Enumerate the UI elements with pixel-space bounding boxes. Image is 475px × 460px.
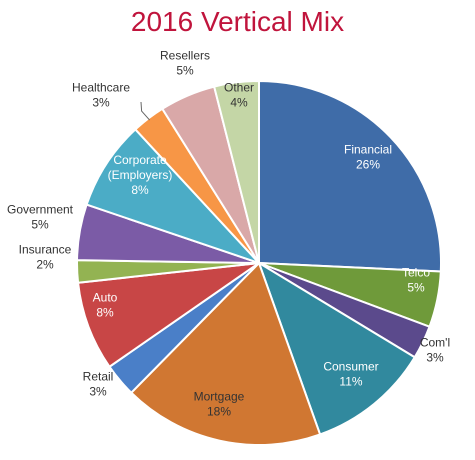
slice-value-resellers: 5% — [176, 64, 194, 78]
slice-label-financial: Financial — [344, 143, 392, 157]
pie-slice-corporate-employers — [85, 127, 260, 264]
slice-value-telco: 5% — [407, 281, 425, 295]
slice-label-auto: Auto — [93, 291, 118, 305]
slice-label-healthcare: Healthcare — [72, 81, 130, 95]
slice-value-corporate-employers: 8% — [131, 183, 149, 197]
slice-label-mortgage: Mortgage — [194, 390, 245, 404]
pie-slice-financial — [258, 79, 442, 273]
slice-label-insurance: Insurance — [19, 243, 72, 257]
slice-value-mortgage: 18% — [207, 405, 231, 419]
slice-value-financial: 26% — [356, 158, 380, 172]
slice-label-government: Government — [7, 203, 74, 217]
leader-line-healthcare — [140, 101, 150, 121]
slice-label-retail: Retail — [83, 370, 114, 384]
pie-slice-other — [212, 79, 260, 264]
chart-title: 2016 Vertical Mix — [130, 6, 345, 37]
pie-slice-consumer — [257, 260, 417, 436]
slice-value-com-l: 3% — [426, 351, 444, 365]
slice-label-com-l: Com'l — [420, 336, 450, 350]
slice-value-consumer: 11% — [339, 375, 362, 389]
slice-label-consumer: Consumer — [323, 360, 378, 374]
slice-label-corporate-employers-1: Corporate — [113, 153, 167, 167]
slice-label-resellers: Resellers — [160, 49, 210, 63]
pie-slice-mortgage — [129, 261, 322, 446]
slice-value-other: 4% — [230, 96, 248, 110]
pie-slice-auto — [76, 262, 260, 369]
slice-value-auto: 8% — [96, 306, 114, 320]
slice-value-insurance: 2% — [36, 258, 54, 272]
slice-label-telco: Telco — [402, 266, 430, 280]
slice-label-corporate-employers-2: (Employers) — [108, 168, 173, 182]
slice-value-retail: 3% — [89, 385, 107, 399]
slice-label-other: Other — [224, 81, 254, 95]
slice-value-government: 5% — [31, 218, 49, 232]
slice-value-healthcare: 3% — [92, 96, 110, 110]
